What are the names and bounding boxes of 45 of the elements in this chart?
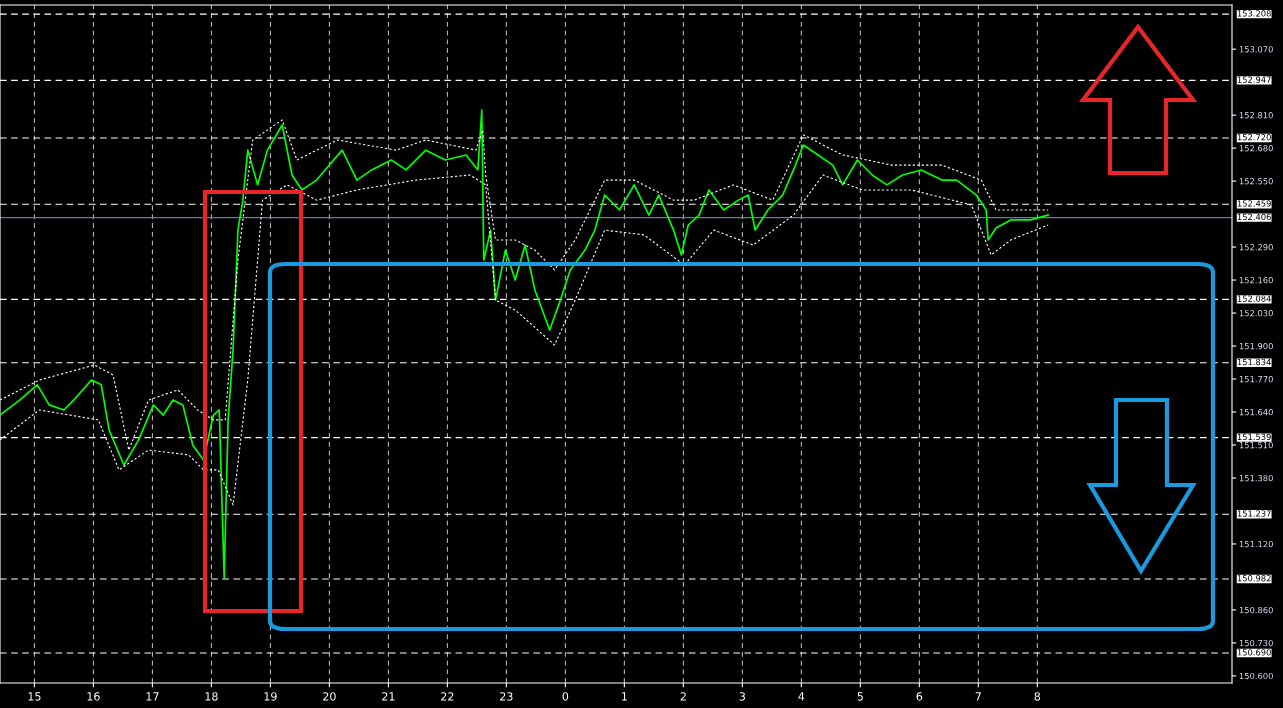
ref-line-label: 152.459 bbox=[1237, 200, 1271, 207]
x-tick-label: 5 bbox=[857, 692, 863, 701]
x-tick-label: 21 bbox=[382, 692, 395, 701]
x-tick-label: 18 bbox=[205, 692, 218, 701]
ref-line-label: 150.690 bbox=[1237, 649, 1271, 656]
y-tick-label: 152.810 bbox=[1239, 112, 1273, 119]
ref-line-label: 151.834 bbox=[1237, 358, 1271, 366]
y-tick-label: 152.160 bbox=[1239, 277, 1273, 284]
y-tick-label: 151.770 bbox=[1239, 376, 1273, 383]
x-tick-label: 4 bbox=[798, 692, 805, 701]
x-tick-label: 17 bbox=[146, 692, 159, 701]
x-tick-label: 3 bbox=[739, 692, 745, 701]
x-tick-label: 15 bbox=[28, 692, 41, 701]
x-tick-label: 23 bbox=[500, 692, 513, 701]
ref-line-label: 151.237 bbox=[1237, 510, 1271, 517]
ref-line-label: 152.084 bbox=[1237, 295, 1271, 302]
y-tick-label: 150.860 bbox=[1239, 606, 1273, 614]
x-tick-label: 19 bbox=[264, 692, 277, 701]
x-tick-label: 20 bbox=[323, 692, 336, 701]
ref-line-label: 152.947 bbox=[1237, 76, 1271, 83]
y-tick-label: 150.730 bbox=[1239, 639, 1273, 647]
x-tick-label: 16 bbox=[87, 692, 100, 701]
x-tick-label: 7 bbox=[975, 692, 981, 701]
y-tick-label: 151.380 bbox=[1239, 474, 1273, 482]
y-tick-label: 152.550 bbox=[1239, 178, 1273, 185]
x-tick-label: 1 bbox=[622, 692, 627, 701]
y-tick-label: 151.900 bbox=[1239, 343, 1273, 350]
y-tick-label: 150.600 bbox=[1239, 672, 1273, 680]
y-tick-label: 152.290 bbox=[1239, 244, 1273, 251]
x-tick-label: 0 bbox=[562, 692, 569, 701]
y-tick-label: 152.680 bbox=[1239, 145, 1273, 152]
y-tick-label: 151.640 bbox=[1239, 408, 1273, 416]
ref-line-label: 150.982 bbox=[1237, 575, 1271, 582]
ref-line-label: 152.406 bbox=[1237, 213, 1271, 221]
y-tick-label: 151.120 bbox=[1239, 540, 1273, 548]
ref-line-label: 151.539 bbox=[1237, 433, 1271, 441]
x-tick-label: 22 bbox=[441, 692, 454, 701]
x-tick-label: 6 bbox=[916, 692, 923, 701]
y-tick-label: 153.070 bbox=[1239, 46, 1273, 53]
x-tick-label: 8 bbox=[1034, 692, 1041, 701]
y-tick-label: 151.510 bbox=[1239, 441, 1273, 449]
x-tick-label: 2 bbox=[680, 692, 686, 701]
ref-line-label: 152.720 bbox=[1237, 134, 1271, 141]
ref-line-label: 153.208 bbox=[1237, 10, 1271, 17]
y-tick-label: 152.030 bbox=[1239, 310, 1273, 317]
